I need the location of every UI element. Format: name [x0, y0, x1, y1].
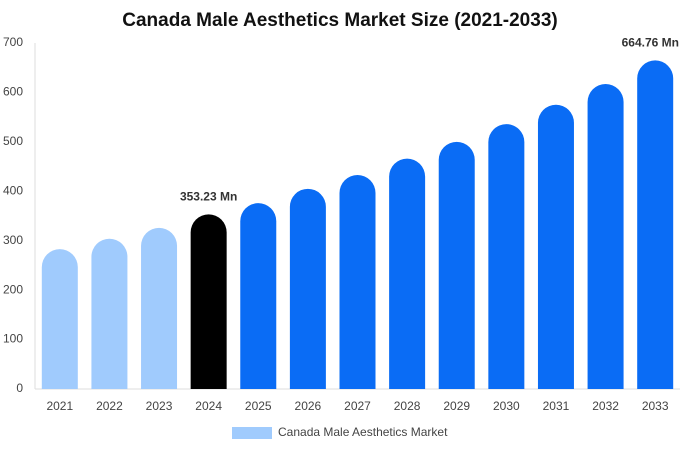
x-tick-label: 2030	[493, 399, 520, 413]
x-tick-label: 2026	[295, 399, 322, 413]
bar	[190, 214, 227, 389]
x-tick-label: 2024	[195, 399, 222, 413]
value-label: 664.76 Mn	[622, 36, 679, 50]
y-tick-label: 100	[3, 332, 23, 346]
x-tick-label: 2029	[443, 399, 470, 413]
legend-label: Canada Male Aesthetics Market	[278, 425, 448, 439]
x-tick-label: 2028	[394, 399, 421, 413]
x-tick-label: 2021	[46, 399, 73, 413]
bar	[91, 238, 128, 389]
bar	[587, 84, 624, 390]
bar	[339, 174, 376, 389]
bar	[289, 188, 326, 389]
y-tick-label: 700	[3, 35, 23, 49]
y-tick-label: 0	[16, 381, 23, 395]
bar	[537, 104, 574, 390]
bar	[637, 60, 674, 389]
x-tick-label: 2031	[543, 399, 570, 413]
x-tick-label: 2022	[96, 399, 123, 413]
y-tick-label: 600	[3, 85, 23, 99]
y-tick-label: 500	[3, 134, 23, 148]
x-tick-label: 2027	[344, 399, 371, 413]
bar	[240, 203, 277, 389]
x-tick-label: 2025	[245, 399, 272, 413]
value-label: 353.23 Mn	[180, 190, 237, 204]
bar	[41, 249, 78, 389]
x-tick-label: 2033	[642, 399, 669, 413]
y-tick-label: 200	[3, 282, 23, 296]
y-tick-label: 300	[3, 233, 23, 247]
bar	[438, 141, 475, 389]
bar	[141, 227, 178, 389]
bar	[488, 124, 525, 389]
x-tick-label: 2032	[592, 399, 619, 413]
y-tick-label: 400	[3, 183, 23, 197]
bar	[389, 158, 426, 389]
legend-swatch	[232, 427, 272, 439]
x-tick-label: 2023	[146, 399, 173, 413]
chart-title: Canada Male Aesthetics Market Size (2021…	[122, 10, 557, 31]
